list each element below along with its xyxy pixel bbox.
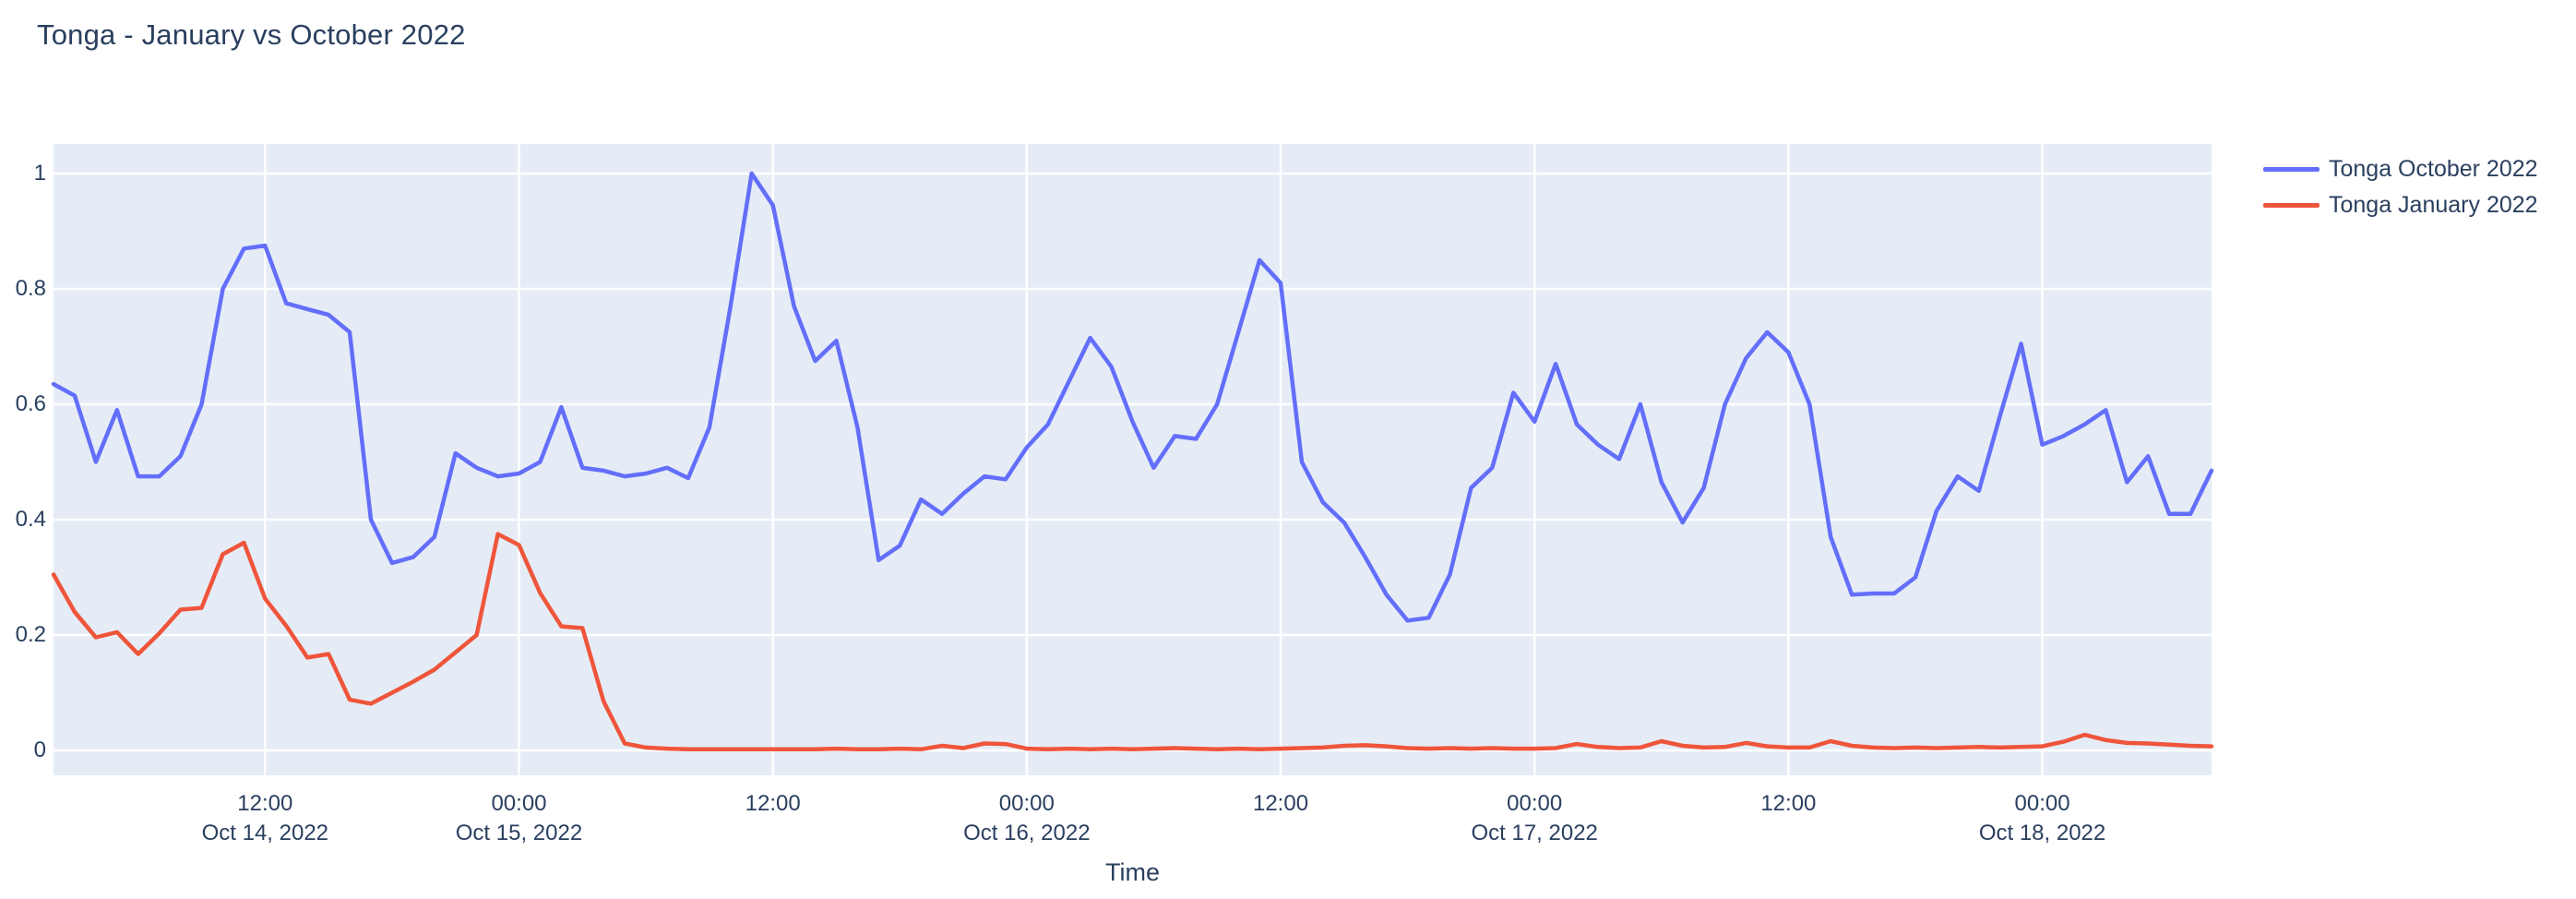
x-tick-date: Oct 18, 2022	[1978, 821, 2106, 845]
legend-line-sample	[2263, 167, 2320, 172]
y-axis-tick-label: 0.4	[15, 507, 46, 532]
x-tick-time: 12:00	[745, 791, 801, 816]
x-axis-tick-label: 12:00	[1179, 790, 1382, 818]
x-axis-tick-label: 12:00	[1687, 790, 1890, 818]
x-tick-time: 00:00	[1507, 791, 1563, 816]
x-tick-date: Oct 16, 2022	[963, 821, 1091, 845]
legend-item-label: Tonga October 2022	[2329, 156, 2538, 182]
y-axis-tick-label: 1	[33, 161, 46, 186]
plot-background	[54, 144, 2212, 775]
chart-title: Tonga - January vs October 2022	[37, 18, 466, 51]
x-axis-tick-label: 00:00 Oct 18, 2022	[1941, 790, 2144, 847]
x-axis-title: Time	[1105, 858, 1160, 886]
x-tick-date: Oct 15, 2022	[455, 821, 583, 845]
y-axis-tick-label: 0.6	[15, 391, 46, 416]
x-axis-tick-label: 00:00 Oct 17, 2022	[1433, 790, 1636, 847]
x-axis-tick-label: 00:00 Oct 15, 2022	[417, 790, 620, 847]
x-axis-tick-label: 00:00 Oct 16, 2022	[925, 790, 1128, 847]
series-line-tonga-january-2022[interactable]	[51, 532, 2214, 752]
series-line-tonga-october-2022[interactable]	[51, 171, 2214, 623]
x-tick-time: 00:00	[491, 791, 547, 816]
x-tick-time: 00:00	[2014, 791, 2070, 816]
legend: Tonga October 2022 Tonga January 2022	[2263, 151, 2538, 223]
legend-item[interactable]: Tonga January 2022	[2263, 187, 2538, 223]
x-tick-time: 12:00	[237, 791, 293, 816]
x-tick-time: 12:00	[1760, 791, 1817, 816]
legend-item[interactable]: Tonga October 2022	[2263, 151, 2538, 187]
x-axis-tick-label: 12:00	[672, 790, 875, 818]
x-tick-date: Oct 17, 2022	[1471, 821, 1598, 845]
x-tick-date: Oct 14, 2022	[201, 821, 329, 845]
x-tick-time: 00:00	[998, 791, 1055, 816]
legend-item-label: Tonga January 2022	[2329, 192, 2538, 218]
y-axis-tick-label: 0.2	[15, 622, 46, 647]
y-axis-tick-label: 0	[33, 737, 46, 762]
legend-line-sample	[2263, 203, 2320, 208]
y-axis-tick-label: 0.8	[15, 276, 46, 301]
x-tick-time: 12:00	[1252, 791, 1309, 816]
x-axis-tick-label: 12:00 Oct 14, 2022	[163, 790, 366, 847]
